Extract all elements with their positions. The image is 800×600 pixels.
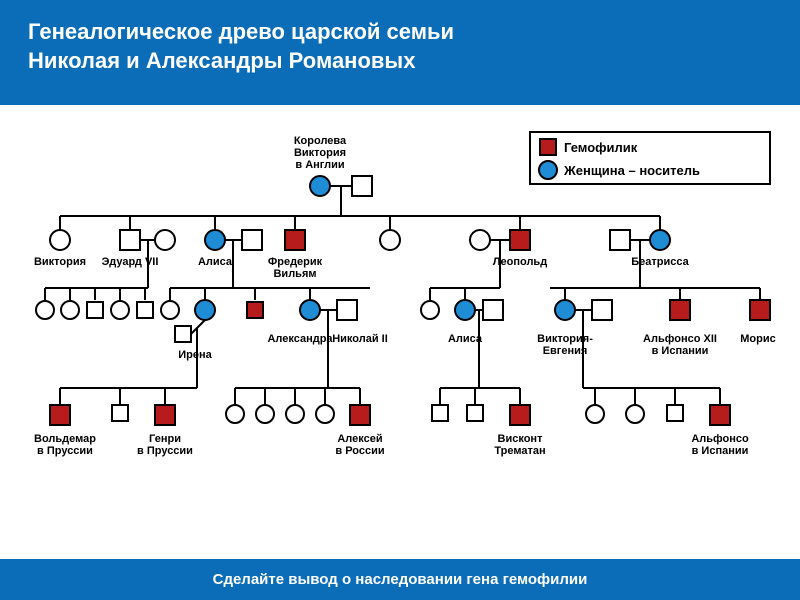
- person-victoria-eugenia: [555, 300, 575, 320]
- spain-child-3: [667, 405, 683, 421]
- label-henry-1: Генри: [149, 433, 181, 445]
- legend-hemophilic-icon: [540, 139, 556, 155]
- label-frederick-1: Фредерик: [268, 256, 323, 268]
- label-frederick-2: Вильям: [273, 268, 316, 280]
- label-queen-victoria-3: в Англии: [295, 159, 344, 171]
- edward-child-4: [111, 301, 129, 319]
- label-alexandra: Александра: [267, 333, 333, 345]
- person-alfonso12-sq: [592, 300, 612, 320]
- person-alice-husband: [242, 230, 262, 250]
- person-irena: [195, 300, 215, 320]
- person-frederick: [285, 230, 305, 250]
- label-vict-eug-2: Евгения: [543, 345, 588, 357]
- person-beatrice: [650, 230, 670, 250]
- label-alfonso-es-2: в Испании: [692, 445, 749, 457]
- label-voldemar-2: в Пруссии: [37, 445, 93, 457]
- leopold-child-1: [421, 301, 439, 319]
- label-alfonso-es-1: Альфонсо: [691, 433, 749, 445]
- romanov-child-3: [286, 405, 304, 423]
- legend-carrier-icon: [539, 161, 557, 179]
- label-alexei-1: Алексей: [337, 433, 382, 445]
- edward-child-1: [36, 301, 54, 319]
- person-alexandra: [300, 300, 320, 320]
- edward-child-5: [137, 302, 153, 318]
- label-moris: Морис: [740, 333, 775, 345]
- label-edward: Эдуард VII: [102, 256, 159, 268]
- label-voldemar-1: Вольдемар: [34, 433, 96, 445]
- romanov-child-2: [256, 405, 274, 423]
- label-viscount-1: Висконт: [498, 433, 544, 445]
- person-albert: [352, 176, 372, 196]
- alisa-child-2: [467, 405, 483, 421]
- person-alice: [205, 230, 225, 250]
- person-nikolai: [337, 300, 357, 320]
- person-henry: [155, 405, 175, 425]
- person-alexei: [350, 405, 370, 425]
- edward-child-2: [61, 301, 79, 319]
- header-line2: Николая и Александры Романовых: [28, 47, 772, 76]
- label-alfonso12-1: Альфонсо XII: [643, 333, 717, 345]
- romanov-child-4: [316, 405, 334, 423]
- label-alfonso12-2: в Испании: [652, 345, 709, 357]
- spain-child-1: [586, 405, 604, 423]
- footer-text: Сделайте вывод о наследовании гена гемоф…: [213, 571, 588, 588]
- alice-child-hemo: [247, 302, 263, 318]
- edward-child-3: [87, 302, 103, 318]
- pedigree-canvas: Гемофилик Женщина – носитель Королева Ви…: [20, 130, 780, 550]
- header-banner: Генеалогическое древо царской семьи Нико…: [0, 0, 800, 105]
- person-alfonso-es: [710, 405, 730, 425]
- person-moris: [750, 300, 770, 320]
- person-leopold: [510, 230, 530, 250]
- label-nikolai: Николай II: [332, 333, 388, 345]
- person-alfonso12: [670, 300, 690, 320]
- alice-child-1: [161, 301, 179, 319]
- label-queen-victoria-2: Виктория: [294, 147, 346, 159]
- legend-hemophilic-label: Гемофилик: [564, 140, 638, 155]
- irena-child-2: [112, 405, 128, 421]
- label-vict-eug-1: Виктория-: [537, 333, 593, 345]
- alisa-child-1: [432, 405, 448, 421]
- person-victoria: [50, 230, 70, 250]
- person-leopold-wife: [470, 230, 490, 250]
- person-voldemar: [50, 405, 70, 425]
- person-edward: [120, 230, 140, 250]
- label-henry-2: в Пруссии: [137, 445, 193, 457]
- pedigree-svg: Гемофилик Женщина – носитель Королева Ви…: [20, 130, 780, 550]
- header-line1: Генеалогическое древо царской семьи: [28, 18, 772, 47]
- footer-banner: Сделайте вывод о наследовании гена гемоф…: [0, 559, 800, 600]
- person-beatrice-husband: [610, 230, 630, 250]
- person-g2-unnamed: [380, 230, 400, 250]
- label-alisa: Алиса: [448, 333, 483, 345]
- person-alisa-husband: [483, 300, 503, 320]
- person-edward-wife: [155, 230, 175, 250]
- label-irena: Ирена: [178, 349, 212, 361]
- label-victoria: Виктория: [34, 256, 86, 268]
- spain-child-2: [626, 405, 644, 423]
- romanov-child-1: [226, 405, 244, 423]
- label-alexei-2: в России: [335, 445, 384, 457]
- person-queen-victoria: [310, 176, 330, 196]
- person-alisa: [455, 300, 475, 320]
- label-alice: Алиса: [198, 256, 233, 268]
- legend-carrier-label: Женщина – носитель: [563, 163, 700, 178]
- label-viscount-2: Трематан: [494, 445, 545, 457]
- label-queen-victoria-1: Королева: [294, 135, 347, 147]
- person-irena-husband: [175, 326, 191, 342]
- person-viscount: [510, 405, 530, 425]
